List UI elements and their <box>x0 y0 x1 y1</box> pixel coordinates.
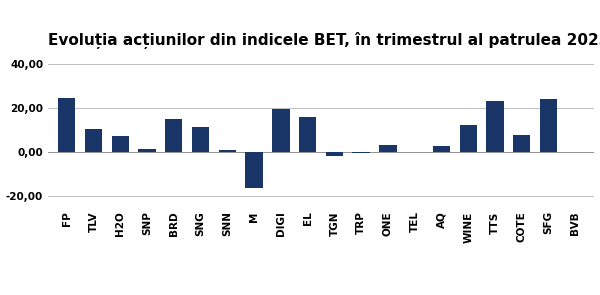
Bar <box>460 125 477 152</box>
Bar <box>352 152 370 153</box>
Bar <box>192 127 209 152</box>
Bar <box>85 129 102 152</box>
Bar <box>58 98 76 152</box>
Bar <box>272 109 290 152</box>
Bar <box>245 152 263 188</box>
Bar <box>165 119 182 152</box>
Bar <box>326 152 343 156</box>
Bar <box>486 101 503 152</box>
Bar <box>299 117 316 152</box>
Text: Evoluția acțiunilor din indicele BET, în trimestrul al patrulea 2023 (%): Evoluția acțiunilor din indicele BET, în… <box>48 32 600 49</box>
Bar <box>540 99 557 152</box>
Bar <box>433 146 450 152</box>
Bar <box>112 136 129 152</box>
Bar <box>513 135 530 152</box>
Bar <box>566 152 584 153</box>
Bar <box>379 145 397 152</box>
Bar <box>139 149 156 152</box>
Bar <box>218 150 236 152</box>
